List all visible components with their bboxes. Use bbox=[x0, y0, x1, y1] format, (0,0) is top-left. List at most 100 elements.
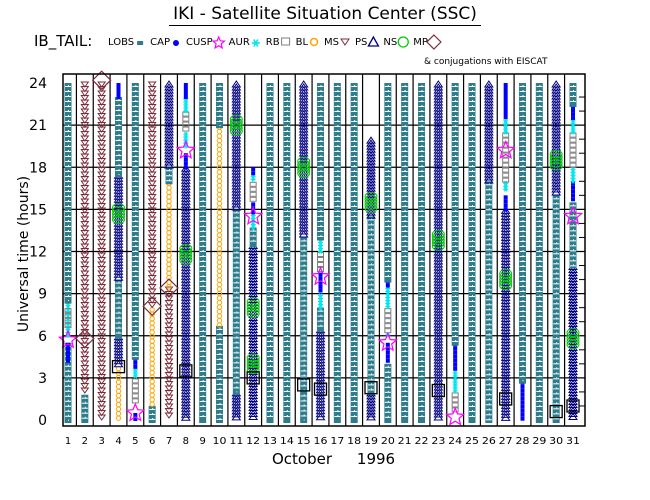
lobs-dot bbox=[522, 135, 524, 136]
day-column-27 bbox=[500, 83, 511, 421]
lobs-dot bbox=[84, 411, 86, 413]
bl-mark bbox=[166, 239, 172, 245]
lobs-dot bbox=[270, 115, 271, 116]
lobs-tick bbox=[199, 186, 206, 187]
lobs-dot bbox=[68, 379, 69, 381]
lobs-tick bbox=[233, 387, 240, 389]
lobs-tick bbox=[351, 341, 358, 342]
lobs-dot bbox=[219, 367, 221, 369]
lobs-tick bbox=[401, 356, 408, 357]
lobs-tick bbox=[199, 406, 206, 407]
lobs-tick bbox=[351, 301, 358, 302]
lobs-tick bbox=[65, 196, 71, 197]
lobs-tick bbox=[283, 101, 290, 102]
lobs-dot bbox=[539, 340, 541, 341]
ps-mark bbox=[298, 230, 309, 238]
ms-mark bbox=[80, 248, 90, 255]
lobs-dot bbox=[387, 390, 389, 392]
lobs-tick bbox=[368, 279, 374, 281]
lobs-dot bbox=[303, 269, 305, 271]
legend-label: PS bbox=[355, 37, 367, 48]
lobs-dot bbox=[135, 325, 137, 326]
lobs-dot bbox=[539, 375, 541, 376]
lobs-dot bbox=[354, 345, 356, 346]
lobs-dot bbox=[270, 355, 271, 356]
lobs-dot bbox=[522, 230, 524, 231]
lobs-tick bbox=[283, 416, 290, 417]
lobs-tick bbox=[334, 276, 341, 277]
lobs-dot bbox=[539, 150, 541, 151]
lobs-dot bbox=[286, 345, 288, 346]
lobs-dot bbox=[68, 414, 69, 416]
lobs-tick bbox=[283, 221, 290, 222]
bl-mark bbox=[149, 369, 155, 376]
lobs-dot bbox=[354, 390, 356, 391]
ns-marker bbox=[499, 278, 513, 288]
lobs-dot bbox=[303, 304, 305, 306]
lobs-dot bbox=[68, 145, 69, 146]
lobs-dot bbox=[303, 239, 305, 241]
lobs-dot bbox=[488, 238, 490, 240]
lobs-dot bbox=[421, 230, 423, 231]
lobs-dot bbox=[556, 322, 558, 324]
lobs-dot bbox=[135, 200, 137, 201]
lobs-tick bbox=[216, 393, 223, 395]
bl-mark bbox=[166, 216, 172, 222]
lobs-tick bbox=[519, 256, 526, 257]
lobs-dot bbox=[404, 260, 406, 261]
lobs-dot bbox=[135, 215, 137, 216]
cap-mark bbox=[183, 161, 188, 166]
lobs-dot bbox=[286, 400, 288, 401]
lobs-dot bbox=[270, 340, 271, 341]
lobs-tick bbox=[519, 116, 526, 117]
day-column-10 bbox=[216, 83, 223, 423]
ms-mark bbox=[80, 387, 90, 394]
lobs-tick bbox=[233, 247, 240, 249]
ms-mark bbox=[147, 293, 157, 300]
segment-lobs bbox=[384, 363, 392, 423]
lobs-tick bbox=[65, 96, 71, 97]
lobs-tick bbox=[283, 321, 290, 322]
ms-mark bbox=[147, 266, 157, 273]
lobs-dot bbox=[68, 170, 69, 171]
lobs-dot bbox=[68, 175, 69, 176]
lobs-tick bbox=[334, 311, 341, 312]
lobs-tick bbox=[351, 201, 358, 202]
lobs-dot bbox=[472, 150, 473, 151]
lobs-tick bbox=[401, 141, 408, 142]
ms-mark bbox=[80, 306, 90, 313]
lobs-tick bbox=[469, 361, 475, 362]
lobs-dot bbox=[472, 170, 473, 171]
lobs-dot bbox=[404, 380, 406, 381]
lobs-dot bbox=[320, 140, 322, 141]
lobs-dot bbox=[270, 180, 271, 181]
lobs-dot bbox=[387, 230, 389, 231]
lobs-tick bbox=[384, 86, 391, 87]
lobs-dot bbox=[472, 175, 473, 176]
lobs-dot bbox=[354, 105, 356, 106]
lobs-dot bbox=[488, 348, 490, 350]
lobs-dot bbox=[472, 290, 473, 291]
lobs-dot bbox=[387, 365, 389, 367]
lobs-tick bbox=[418, 346, 425, 347]
lobs-tick bbox=[267, 321, 273, 322]
lobs-tick bbox=[452, 91, 459, 92]
lobs-tick bbox=[267, 351, 273, 352]
lobs-tick bbox=[536, 356, 543, 357]
lobs-tick bbox=[283, 246, 290, 247]
lobs-tick bbox=[216, 353, 223, 355]
lobs-dot bbox=[303, 329, 305, 331]
lobs-dot bbox=[135, 260, 137, 261]
cap-mark bbox=[133, 364, 138, 369]
lobs-dot bbox=[202, 330, 204, 331]
lobs-tick bbox=[553, 248, 560, 250]
ms-mark bbox=[97, 333, 107, 340]
lobs-dot bbox=[236, 296, 238, 298]
ms-mark bbox=[147, 234, 157, 241]
lobs-dot bbox=[354, 150, 356, 151]
lobs-tick bbox=[536, 121, 543, 122]
asterisk-stroke bbox=[184, 108, 188, 114]
lobs-dot bbox=[202, 140, 204, 141]
lobs-tick bbox=[199, 391, 206, 392]
lobs-dot bbox=[556, 402, 558, 404]
